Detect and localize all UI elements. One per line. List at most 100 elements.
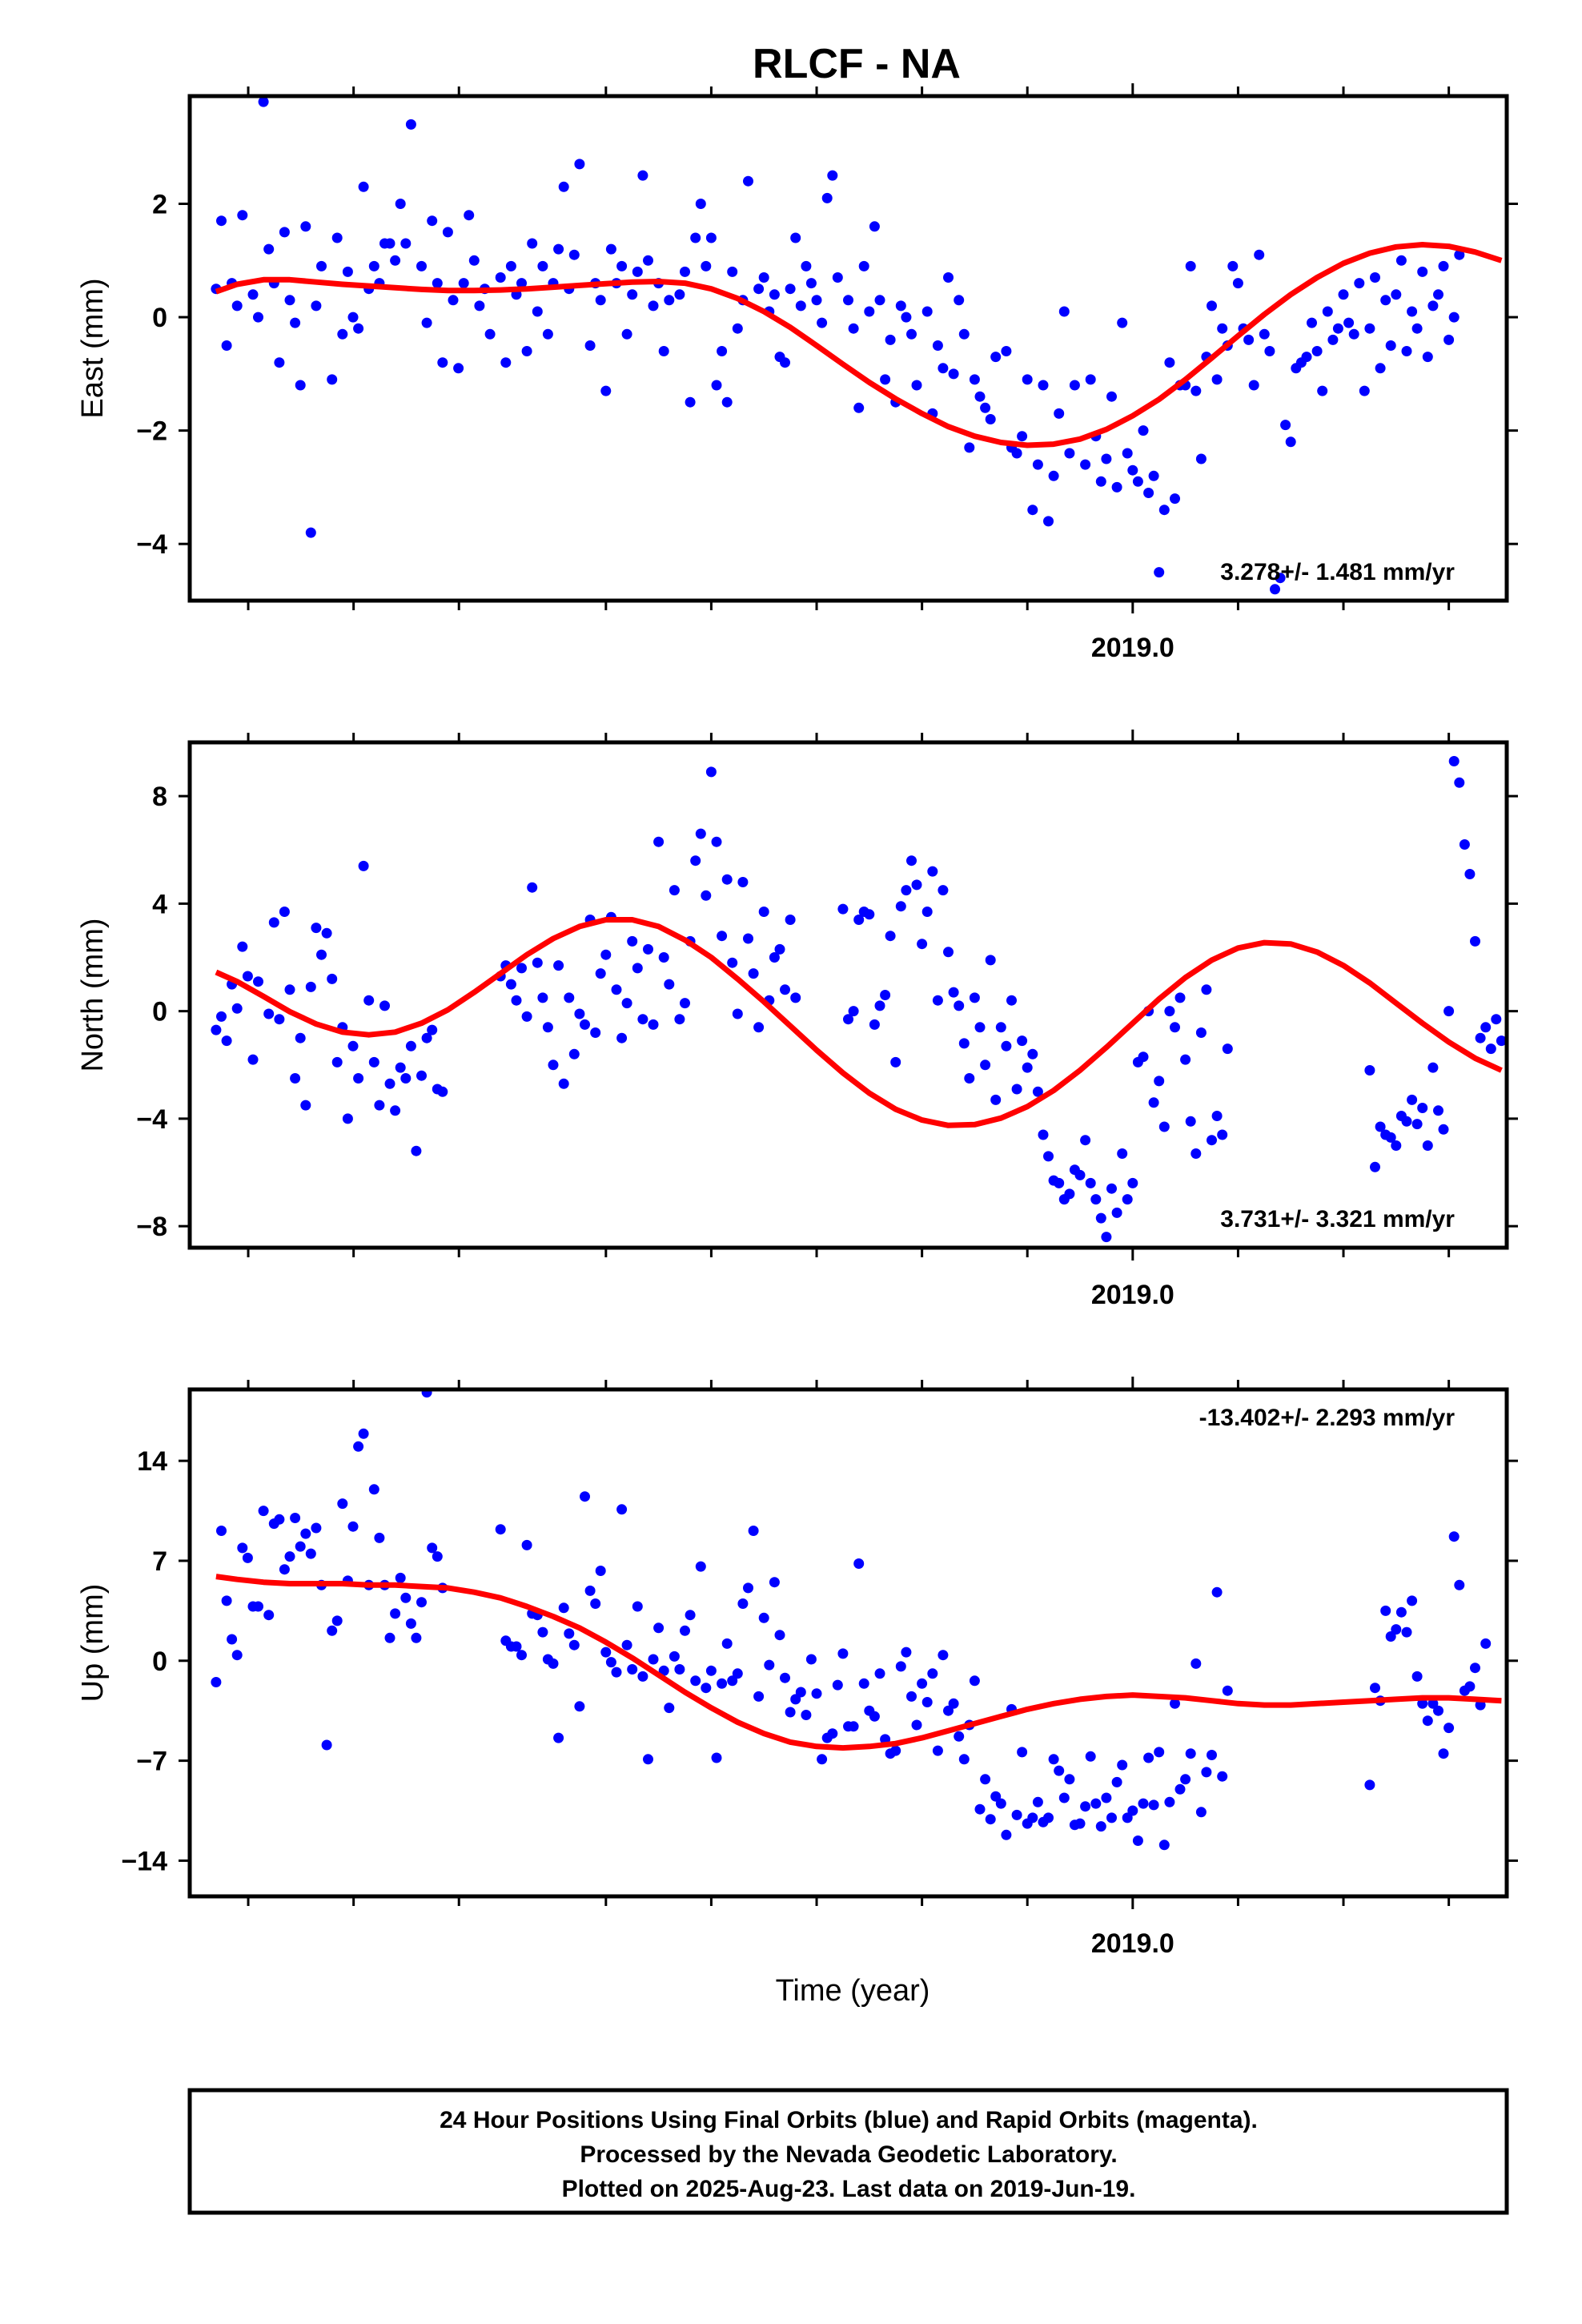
data-point xyxy=(664,979,675,990)
data-point xyxy=(906,855,917,866)
data-point xyxy=(237,210,248,221)
data-point xyxy=(527,238,538,249)
data-point xyxy=(1448,1531,1460,1542)
data-point xyxy=(1248,380,1259,391)
data-point xyxy=(1475,1032,1486,1043)
data-point xyxy=(279,227,290,238)
data-point xyxy=(764,1659,775,1671)
data-point xyxy=(938,363,949,374)
data-point xyxy=(711,836,722,847)
data-point xyxy=(943,947,954,958)
data-point xyxy=(1074,1169,1086,1180)
data-point xyxy=(216,215,227,227)
data-point xyxy=(1143,488,1154,498)
data-point xyxy=(858,260,869,271)
data-point xyxy=(1370,1161,1380,1172)
data-point xyxy=(969,374,980,385)
data-point xyxy=(1170,1698,1180,1709)
data-point xyxy=(695,828,706,839)
data-point xyxy=(637,170,648,181)
data-point xyxy=(1343,317,1355,328)
data-point xyxy=(1391,1140,1402,1151)
data-point xyxy=(574,159,585,170)
data-point xyxy=(527,882,538,893)
data-point xyxy=(1158,1839,1170,1851)
data-point xyxy=(421,1389,432,1398)
data-point xyxy=(584,1585,596,1596)
data-point xyxy=(521,1539,532,1550)
east-frame xyxy=(187,94,1509,603)
data-point xyxy=(1491,1014,1502,1025)
data-point xyxy=(432,278,443,289)
data-point xyxy=(395,1062,406,1073)
data-point xyxy=(516,1650,527,1661)
data-point xyxy=(258,96,269,107)
data-point xyxy=(211,1677,222,1687)
data-point xyxy=(1464,1681,1476,1692)
data-point xyxy=(817,317,828,328)
data-point xyxy=(627,935,638,947)
data-point xyxy=(516,278,527,289)
data-point xyxy=(658,346,669,356)
data-point xyxy=(695,199,706,209)
data-point xyxy=(1043,1151,1054,1162)
data-point xyxy=(705,1665,717,1676)
data-point xyxy=(331,1615,343,1626)
data-point xyxy=(1127,1805,1138,1816)
east-y-axis-label: East (mm) xyxy=(76,278,110,418)
data-point xyxy=(1275,573,1286,584)
data-point xyxy=(1106,391,1117,402)
data-point xyxy=(685,1610,696,1621)
data-point xyxy=(1411,1119,1423,1130)
data-point xyxy=(421,1032,432,1043)
data-point xyxy=(548,1059,559,1071)
data-point xyxy=(985,955,996,966)
data-point xyxy=(221,340,232,351)
data-point xyxy=(558,1078,569,1089)
data-point xyxy=(864,909,875,920)
data-point xyxy=(1038,380,1049,391)
data-point xyxy=(732,1668,743,1679)
data-point xyxy=(674,1014,685,1025)
data-point xyxy=(795,1687,806,1698)
data-point xyxy=(1117,317,1128,328)
data-point xyxy=(258,1506,269,1517)
data-point xyxy=(1170,1022,1180,1033)
data-point xyxy=(832,272,843,283)
data-point xyxy=(753,283,765,295)
data-point xyxy=(827,1728,838,1739)
data-point xyxy=(758,1612,769,1623)
data-point xyxy=(1017,431,1028,442)
data-point xyxy=(769,952,780,963)
data-point xyxy=(717,346,728,356)
data-point xyxy=(990,1791,1002,1802)
data-point xyxy=(832,1679,843,1691)
data-point xyxy=(1101,453,1112,464)
data-point xyxy=(495,272,506,283)
data-point xyxy=(874,295,885,306)
y-tick-label: −7 xyxy=(136,1747,167,1777)
data-point xyxy=(237,941,248,952)
data-point xyxy=(263,1610,275,1621)
data-point xyxy=(1380,295,1391,306)
data-point xyxy=(1311,346,1323,356)
data-point xyxy=(290,317,301,328)
data-point xyxy=(690,1675,701,1687)
data-point xyxy=(1270,584,1280,595)
data-point xyxy=(216,1011,227,1022)
data-point xyxy=(216,1526,227,1536)
data-point xyxy=(1348,328,1359,340)
data-point xyxy=(1185,1116,1196,1127)
data-point xyxy=(1227,260,1239,271)
north-y-axis-label: North (mm) xyxy=(76,918,110,1072)
data-point xyxy=(932,340,943,351)
data-point xyxy=(1138,1051,1149,1063)
data-point xyxy=(637,1014,648,1025)
data-point xyxy=(632,1601,643,1612)
data-point xyxy=(1085,374,1096,385)
data-point xyxy=(1438,260,1449,271)
data-point xyxy=(732,1008,743,1019)
caption-frame xyxy=(187,2088,1509,2215)
data-point xyxy=(969,992,980,1003)
data-point xyxy=(416,260,427,271)
